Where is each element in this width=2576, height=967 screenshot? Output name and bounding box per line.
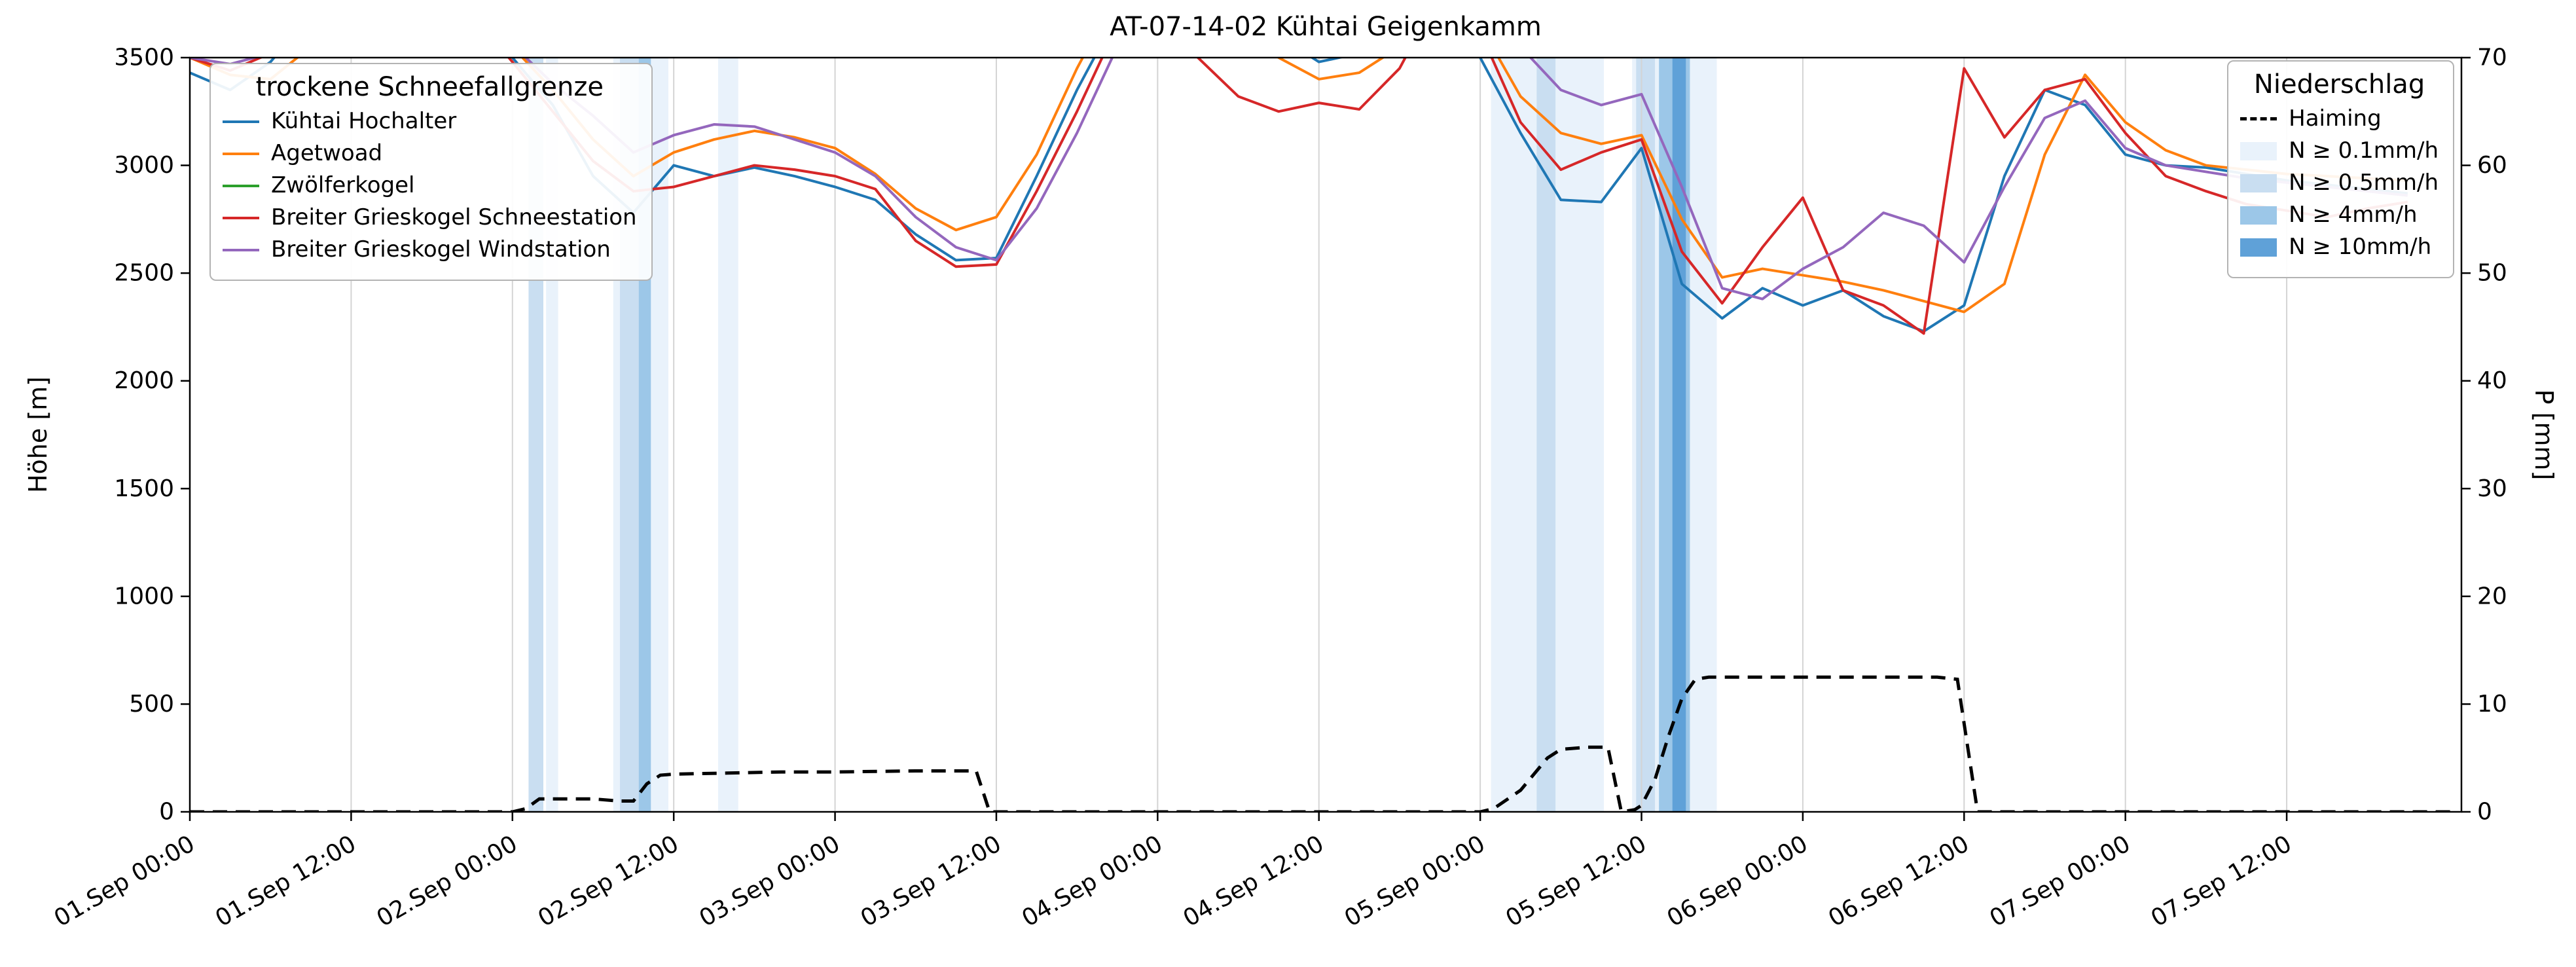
y-tick-label: 20 [2477,583,2507,610]
x-axis: 01.Sep 00:00 01.Sep 12:00 02.Sep 00:00 02.S… [50,812,2296,932]
x-tick-label: 02.Sep 12:00 [534,830,683,932]
x-tick-label: 01.Sep 00:00 [50,830,200,932]
y-axis-label-right: P [mm] [2530,389,2558,481]
legend-item-label: Haiming [2289,105,2382,132]
x-tick-label: 01.Sep 12:00 [211,830,361,932]
y-tick-label: 30 [2477,475,2507,502]
legend-item: Breiter Grieskogel Schneestation [223,205,637,230]
series-haiming [190,675,2455,812]
legend-item-label: N ≥ 0.1mm/h [2289,137,2439,164]
legend-item-label: N ≥ 10mm/h [2289,234,2432,261]
legend-patch-swatch [2240,141,2277,160]
y-axis-right: 0 10 20 30 40 50 60 70 [2461,45,2507,826]
chart-title: AT-07-14-02 Kühtai Geigenkamm [1110,12,1542,42]
legend-item: Kühtai Hochalter [223,108,637,134]
gridlines [189,58,2288,812]
legend-snowline: trockene Schneefallgrenze Kühtai Hochalt… [209,63,653,282]
y-tick-label: 10 [2477,691,2507,718]
legend-item-label: Agetwoad [271,140,383,167]
x-tick-label: 04.Sep 12:00 [1179,830,1329,932]
legend-patch-swatch [2240,238,2277,257]
legend-patch-swatch [2240,173,2277,192]
y-axis-left: 0 500 1000 1500 2000 2500 3000 3500 [114,45,190,826]
legend-item: N ≥ 0.1mm/h [2240,137,2439,164]
legend-line-swatch [223,120,259,123]
x-tick-label: 05.Sep 12:00 [1501,830,1651,932]
y-tick-label: 50 [2477,260,2507,287]
x-tick-label: 03.Sep 00:00 [695,830,844,932]
x-tick-label: 07.Sep 12:00 [2147,830,2296,932]
legend-line-swatch [2240,117,2277,121]
legend-item: Zwölferkogel [223,173,637,198]
legend-line-swatch [223,216,259,219]
x-tick-label: 04.Sep 00:00 [1017,830,1167,932]
y-tick-label: 3000 [114,152,174,179]
y-tick-label: 0 [159,799,174,826]
legend-item-label: Breiter Grieskogel Schneestation [271,204,637,231]
precip-bands [528,58,1717,812]
y-tick-label: 1000 [114,583,174,610]
y-tick-label: 2000 [114,367,174,394]
legend-item-label: N ≥ 4mm/h [2289,202,2418,228]
legend-item-label: Breiter Grieskogel Windstation [271,236,611,263]
legend-line-swatch [223,248,259,251]
y-axis-label-left: Höhe [m] [24,376,52,494]
legend-precip: Niederschlag Haiming N ≥ 0.1mm/h N ≥ 0.5mm… [2227,60,2454,279]
x-tick-label: 03.Sep 12:00 [856,830,1006,932]
legend-item-label: N ≥ 0.5mm/h [2289,170,2439,196]
legend-precip-items: Haiming N ≥ 0.1mm/h N ≥ 0.5mm/h N ≥ 4mm/h N … [2240,105,2439,260]
precip-band [1536,58,1556,812]
y-tick-label: 40 [2477,367,2507,394]
legend-item: Agetwoad [223,140,637,167]
legend-item-label: Kühtai Hochalter [271,108,457,134]
x-tick-label: 02.Sep 00:00 [372,830,522,932]
y-tick-label: 2500 [114,260,174,287]
y-tick-label: 500 [129,691,174,718]
legend-line-swatch [223,184,259,187]
legend-snowline-items: Kühtai Hochalter Agetwoad Zwölferkogel Brei… [223,108,637,263]
y-tick-label: 0 [2477,799,2492,826]
x-tick-label: 05.Sep 00:00 [1340,830,1490,932]
y-tick-label: 60 [2477,152,2507,179]
legend-item: N ≥ 10mm/h [2240,234,2439,260]
y-tick-label: 3500 [114,45,174,71]
legend-precip-title: Niederschlag [2253,69,2425,100]
legend-item-label: Zwölferkogel [271,172,415,199]
plot-border [189,56,2463,813]
precip-band [717,58,738,812]
x-tick-label: 06.Sep 12:00 [1824,830,1974,932]
legend-line-swatch [223,152,259,155]
precip-band [1672,58,1686,812]
y-tick-label: 70 [2477,45,2507,71]
legend-snowline-title: trockene Schneefallgrenze [255,72,604,102]
legend-patch-swatch [2240,206,2277,225]
legend-item: N ≥ 0.5mm/h [2240,170,2439,196]
legend-item: Breiter Grieskogel Windstation [223,237,637,263]
legend-item: N ≥ 4mm/h [2240,202,2439,228]
y-tick-label: 1500 [114,475,174,502]
x-tick-label: 07.Sep 00:00 [1986,830,2135,932]
x-tick-label: 06.Sep 00:00 [1663,830,1813,932]
legend-item: Haiming [2240,105,2439,132]
